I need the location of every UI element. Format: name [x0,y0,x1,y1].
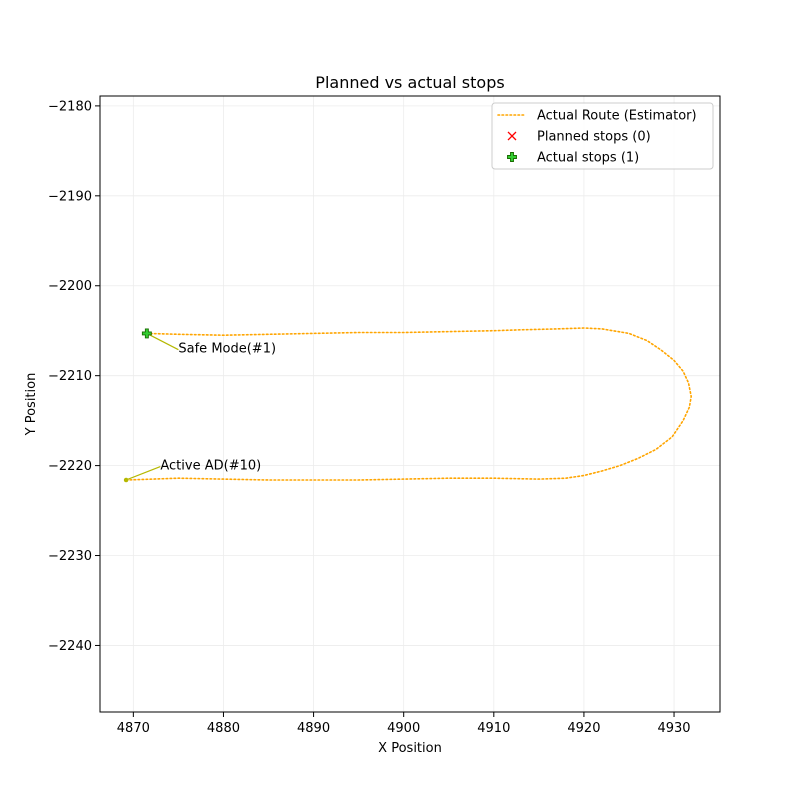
legend-actual-swatch [507,152,517,162]
legend-planned-swatch [507,131,517,141]
annotation-connector [146,332,179,351]
annotation-label: Safe Mode(#1) [178,342,276,357]
legend-label: Planned stops (0) [537,130,651,145]
legend-label: Actual stops (1) [537,151,639,166]
chart-title: Planned vs actual stops [315,73,504,92]
y-tick-label: −2220 [48,459,92,474]
annotation-connector [125,466,161,481]
y-tick-label: −2180 [48,99,92,114]
annotation-label: Active AD(#10) [160,459,261,474]
axis-ticks: 4870 4880 4890 4900 4910 4920 4930 −2180 −2190 −2… [48,99,691,736]
x-tick-label: 4900 [387,721,420,736]
y-tick-label: −2230 [48,549,92,564]
legend: Actual Route (Estimator) Planned stops (0… [491,102,714,170]
legend-box [491,102,714,170]
x-tick-label: 4930 [657,721,690,736]
x-tick-label: 4880 [207,721,240,736]
x-tick-label: 4870 [117,721,150,736]
route-line [125,327,693,481]
y-tick-label: −2190 [48,189,92,204]
legend-label: Actual Route (Estimator) [537,109,697,124]
x-axis-label: X Position [378,741,442,756]
actual-stop-marker [141,328,152,339]
y-tick-label: −2200 [48,279,92,294]
x-tick-label: 4910 [477,721,510,736]
y-axis-label: Y Position [24,373,39,437]
plot-series: Safe Mode(#1) Active AD(#10) [123,327,693,483]
axes-frame [99,95,721,713]
y-tick-label: −2240 [48,639,92,654]
grid-lines [100,96,720,712]
annotation-point [123,477,129,483]
x-tick-label: 4890 [297,721,330,736]
x-tick-label: 4920 [567,721,600,736]
y-tick-label: −2210 [48,369,92,384]
